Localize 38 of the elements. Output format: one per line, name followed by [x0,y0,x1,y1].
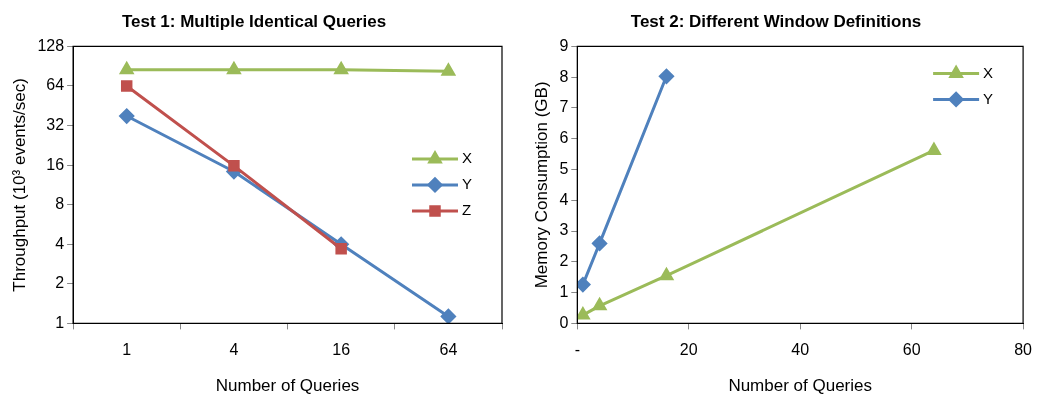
x-tick-label: 16 [332,341,351,359]
y-tick-label: 1 [559,283,569,301]
x-tick-label: - [574,341,580,359]
x-tick-label: 40 [791,341,810,359]
y-tick-label: 64 [46,76,65,94]
y-axis-title: Memory Consumption (GB) [531,81,551,289]
y-tick-label: 4 [559,190,569,208]
y-axis-title: Throughput (10³ events/sec) [9,78,29,292]
x-axis-title: Number of Queries [728,376,873,396]
y-tick-label: 128 [37,36,65,54]
y-tick-label: 16 [46,155,65,173]
legend-label: X [983,63,994,81]
legend-label: Y [983,89,994,107]
y-tick-label: 2 [55,274,65,292]
x-tick-label: 80 [1014,341,1033,359]
y-tick-label: 3 [559,221,569,239]
y-tick-label: 4 [55,234,65,252]
y-tick-label: 8 [559,67,569,85]
y-tick-label: 9 [559,36,569,54]
x-tick-label: 20 [679,341,698,359]
legend-label: Z [462,201,472,219]
y-tick-label: 5 [559,159,569,177]
y-tick-label: 7 [559,98,569,116]
y-tick-label: 1 [55,313,65,331]
legend-label: Y [462,175,473,193]
x-tick-label: 64 [439,341,458,359]
chart-title: Test 1: Multiple Identical Queries [121,11,387,31]
y-tick-label: 2 [559,252,569,270]
y-tick-label: 32 [46,115,65,133]
x-axis-title: Number of Queries [215,376,360,396]
y-tick-label: 8 [55,195,65,213]
x-tick-label: 60 [902,341,921,359]
y-tick-label: 6 [559,129,569,147]
legend-label: X [462,149,473,167]
x-tick-label: 4 [229,341,239,359]
chart-title: Test 2: Different Window Definitions [630,11,922,31]
y-tick-label: 0 [559,313,569,331]
x-tick-label: 1 [122,341,132,359]
